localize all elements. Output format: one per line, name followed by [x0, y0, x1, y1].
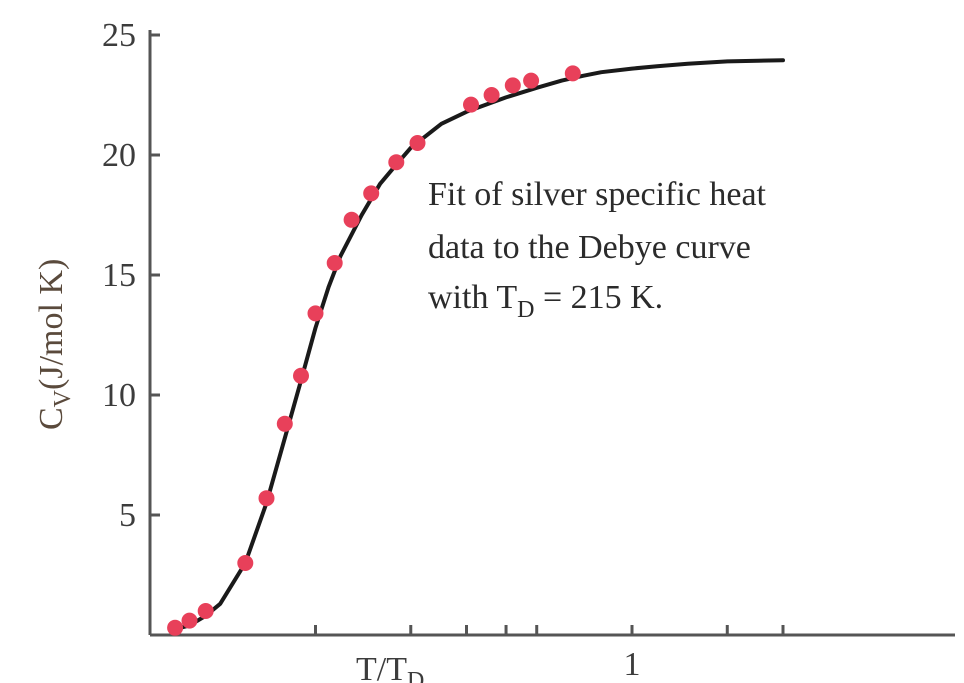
- x-axis-title-sub: D: [407, 668, 424, 683]
- data-point: [307, 305, 324, 322]
- data-point: [409, 135, 426, 151]
- x-ticks: 1: [313, 625, 785, 683]
- annotation-line-1: Fit of silver specific heat: [428, 176, 767, 213]
- data-point: [343, 211, 360, 228]
- data-point: [181, 612, 198, 629]
- data-point: [388, 154, 405, 171]
- y-axis-title-sub: V: [50, 389, 76, 407]
- y-tick-label: 5: [119, 497, 136, 534]
- data-point: [564, 65, 581, 82]
- annotation-line-2: data to the Debye curve: [428, 229, 751, 266]
- data-point: [197, 603, 214, 619]
- series-layer: [167, 58, 785, 636]
- x-tick-label: 1: [624, 646, 641, 683]
- annotation-line-3: with TD = 215 K.: [428, 279, 663, 323]
- x-axis-title-main: T/T: [356, 651, 407, 683]
- data-point: [167, 619, 184, 636]
- data-point: [483, 87, 500, 103]
- data-point: [523, 72, 540, 89]
- data-point: [237, 555, 254, 571]
- data-point: [504, 77, 521, 94]
- y-axis-title-rest: (J/mol K): [33, 259, 70, 390]
- data-point: [463, 96, 479, 113]
- y-tick-label: 10: [102, 377, 136, 414]
- y-tick-label: 25: [102, 17, 136, 54]
- axes: [148, 30, 955, 637]
- y-tick-label: 20: [102, 137, 136, 174]
- debye-fit-curve: [169, 58, 785, 633]
- y-tick-label: 15: [102, 257, 136, 294]
- annotation-line-3-prefix: with T: [428, 279, 517, 316]
- y-axis-title: CV(J/mol K): [33, 259, 76, 430]
- data-point: [293, 367, 309, 384]
- x-axis-title: T/TD: [356, 651, 424, 683]
- data-point: [258, 490, 275, 507]
- y-axis-title-main: C: [33, 407, 70, 430]
- annotation-line-3-suffix: = 215 K.: [534, 279, 663, 316]
- data-point: [276, 415, 293, 432]
- y-ticks: 5 10 15 20 25: [102, 17, 160, 534]
- annotation-line-3-sub: D: [517, 297, 534, 323]
- data-point: [363, 185, 380, 202]
- data-point: [326, 255, 343, 271]
